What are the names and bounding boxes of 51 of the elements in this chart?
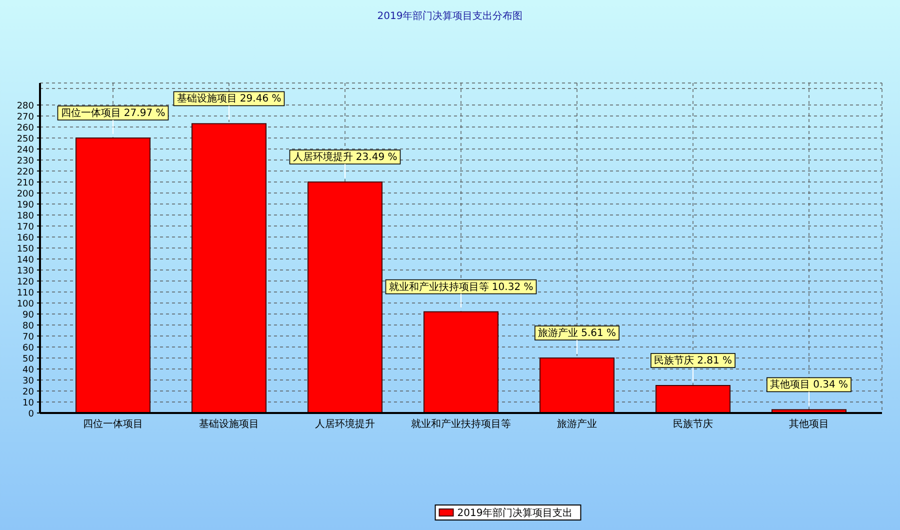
- y-tick-label: 50: [22, 354, 34, 364]
- x-tick-label: 其他项目: [789, 418, 829, 430]
- y-tick-label: 10: [22, 398, 34, 408]
- y-tick-label: 170: [16, 222, 34, 232]
- annotation: 其他项目 0.34 %: [770, 378, 848, 391]
- y-tick-label: 100: [16, 300, 34, 310]
- y-tick-label: 190: [16, 200, 34, 210]
- x-tick-label: 民族节庆: [673, 418, 713, 430]
- y-tick-label: 230: [16, 156, 34, 166]
- bar: [192, 123, 266, 414]
- bar: [424, 311, 498, 414]
- y-tick-label: 260: [16, 124, 34, 134]
- x-tick-label: 旅游产业: [557, 418, 597, 430]
- y-tick-label: 120: [16, 278, 34, 288]
- y-tick-label: 130: [16, 266, 34, 276]
- legend-label: 2019年部门决算项目支出: [457, 507, 573, 519]
- y-tick-label: 220: [16, 168, 34, 178]
- y-tick-label: 270: [16, 112, 34, 122]
- x-tick-label: 四位一体项目: [83, 418, 143, 430]
- annotation: 四位一体项目 27.97 %: [60, 107, 166, 119]
- y-tick-label: 160: [16, 234, 34, 244]
- y-tick-label: 20: [22, 388, 34, 398]
- y-tick-label: 70: [22, 332, 34, 342]
- y-tick-label: 40: [22, 366, 34, 376]
- y-tick-label: 240: [16, 146, 34, 156]
- annotation: 就业和产业扶持项目等 10.32 %: [388, 280, 534, 293]
- y-tick-label: 90: [22, 310, 34, 320]
- y-tick-label: 150: [16, 244, 34, 254]
- y-tick-label: 140: [16, 256, 34, 266]
- y-tick-label: 110: [16, 288, 34, 298]
- y-tick-label: 210: [16, 178, 34, 188]
- bar: [76, 138, 150, 414]
- y-tick-label: 250: [16, 134, 34, 144]
- annotation: 民族节庆 2.81 %: [654, 354, 732, 366]
- bar: [308, 182, 382, 414]
- bar: [540, 358, 614, 414]
- x-tick-label: 基础设施项目: [199, 418, 259, 430]
- y-tick-label: 80: [22, 322, 34, 332]
- y-tick-label: 0: [28, 410, 34, 420]
- bar: [656, 385, 730, 414]
- y-tick-label: 200: [16, 190, 34, 200]
- y-tick-label: 30: [22, 376, 34, 386]
- annotation: 基础设施项目 29.46 %: [176, 92, 282, 105]
- annotation: 旅游产业 5.61 %: [538, 327, 616, 339]
- annotation: 人居环境提升 23.49 %: [292, 151, 398, 163]
- y-tick-label: 180: [16, 212, 34, 222]
- chart-title: 2019年部门决算项目支出分布图: [377, 10, 523, 22]
- y-tick-label: 280: [16, 102, 34, 112]
- x-tick-label: 就业和产业扶持项目等: [411, 418, 511, 430]
- x-tick-label: 人居环境提升: [315, 418, 375, 430]
- y-tick-label: 60: [22, 344, 34, 354]
